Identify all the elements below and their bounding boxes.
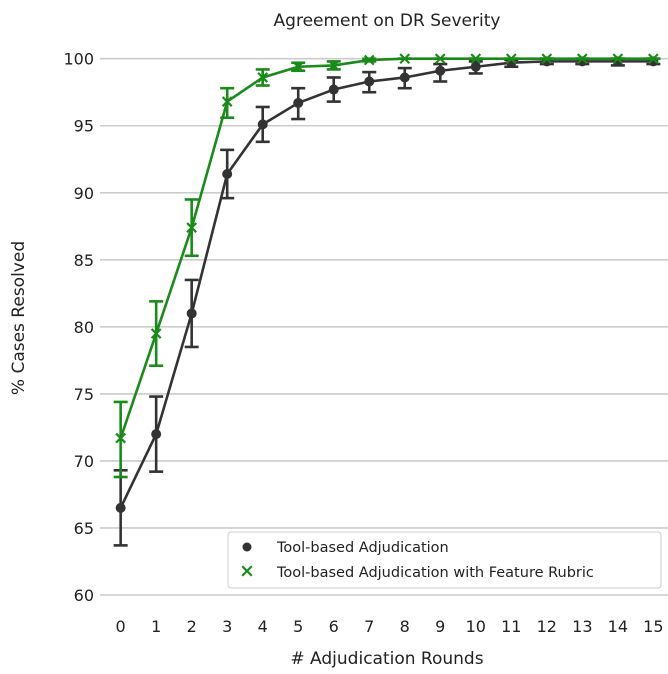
series-2 [113,53,661,479]
y-tick-label: 75 [74,385,94,404]
data-point [328,60,340,71]
data-point [435,65,446,76]
data-point [222,169,233,180]
data-point [115,502,126,513]
legend-label-series-2: Tool-based Adjudication with Feature Rub… [276,565,594,581]
x-tick-label: 1 [151,617,161,636]
data-point [151,429,162,440]
x-tick-label: 13 [572,617,592,636]
legend-marker-x-icon [241,565,253,577]
gridlines [100,57,668,596]
x-axis-label: # Adjudication Rounds [290,649,483,669]
chart-title: Agreement on DR Severity [274,11,501,31]
x-tick-label: 15 [643,617,663,636]
data-point [647,53,659,65]
x-tick-label: 0 [116,617,126,636]
x-tick-label: 14 [608,617,628,636]
x-tick-label: 11 [501,617,521,636]
legend-marker-circle-icon [242,542,252,552]
data-point [293,97,304,108]
data-point [470,61,481,72]
y-tick-label: 60 [74,586,94,605]
series-line [119,57,654,439]
data-point [186,308,197,319]
data-point [221,96,233,107]
y-tick-label: 90 [74,184,94,203]
x-tick-label: 6 [329,617,339,636]
series-1 [113,56,661,547]
data-point [257,72,269,83]
legend: Tool-based Adjudication Tool-based Adjud… [227,531,662,589]
x-tick-label: 7 [364,617,374,636]
data-point [576,53,588,65]
data-point [257,119,268,130]
data-point [541,53,553,65]
y-tick-label: 95 [74,117,94,136]
x-tick-label: 5 [293,617,303,636]
data-series [113,53,661,547]
legend-box [227,531,662,589]
y-tick-label: 70 [74,452,94,471]
series-line [119,60,654,509]
data-point [434,53,446,65]
data-point [399,72,410,83]
x-tick-label: 8 [400,617,410,636]
y-tick-labels: 60 65 70 75 80 85 90 95 100 [63,50,94,605]
x-tick-label: 2 [187,617,197,636]
data-point [363,54,375,66]
x-tick-label: 4 [258,617,268,636]
x-tick-labels: 0 1 2 3 4 5 6 7 8 9 10 11 12 13 14 15 [116,617,664,636]
data-point [115,432,127,444]
y-tick-label: 100 [63,50,94,69]
data-point [150,328,162,339]
data-point [399,53,411,65]
y-tick-label: 80 [74,318,94,337]
y-tick-label: 65 [74,519,94,538]
x-tick-label: 12 [537,617,557,636]
x-tick-label: 3 [222,617,232,636]
y-tick-label: 85 [74,251,94,270]
x-tick-label: 10 [466,617,486,636]
data-point [186,222,198,233]
data-point [470,53,482,65]
data-point [364,76,375,87]
data-point [292,61,304,73]
y-axis-label: % Cases Resolved [9,241,29,395]
data-point [612,53,624,65]
data-point [505,53,517,65]
legend-label-series-1: Tool-based Adjudication [276,540,449,556]
data-point [328,84,339,95]
x-tick-label: 9 [435,617,445,636]
